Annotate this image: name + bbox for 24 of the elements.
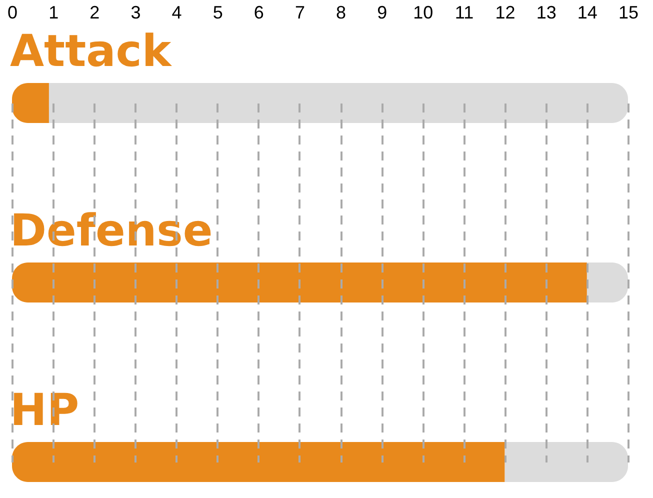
x-tick-label: 9 (377, 2, 388, 22)
x-tick-label: 3 (130, 2, 141, 22)
x-tick-label: 6 (254, 2, 264, 22)
y-tick-label: Attack (10, 26, 173, 77)
x-tick-label: 10 (413, 2, 434, 22)
x-tick-label: 8 (336, 2, 346, 22)
x-tick-label: 4 (172, 2, 182, 22)
bar (504, 442, 628, 482)
x-tick-label: 0 (7, 2, 18, 22)
x-tick-label: 14 (577, 2, 598, 22)
x-tick-label: 7 (294, 2, 305, 22)
x-tick-label: 1 (48, 2, 59, 22)
x-tick-label: 15 (618, 2, 639, 22)
x-tick-label: 11 (454, 2, 474, 22)
y-tick-label: Defense (10, 206, 213, 256)
bar (12, 442, 505, 482)
bar (586, 262, 628, 302)
bar (12, 262, 587, 302)
bar (48, 83, 628, 123)
x-tick-label: 12 (495, 2, 516, 22)
x-tick-label: 2 (90, 2, 100, 22)
y-tick-label: HP (10, 385, 80, 436)
x-tick-label: 13 (536, 2, 556, 22)
x-tick-label: 5 (212, 2, 223, 22)
